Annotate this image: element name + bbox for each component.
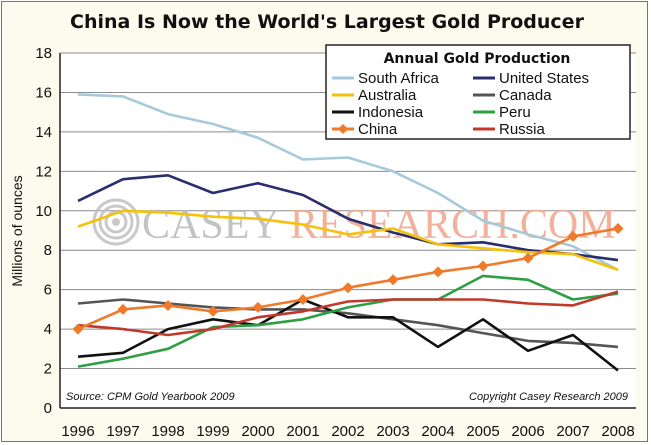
data-point xyxy=(567,230,579,242)
x-tick-label: 1997 xyxy=(106,423,139,440)
series-south-africa xyxy=(77,93,619,272)
watermark-text-research: RESEARCH.COM xyxy=(290,202,616,248)
y-tick-label: 16 xyxy=(35,84,52,101)
series-indonesia xyxy=(77,298,619,372)
data-point xyxy=(342,282,354,294)
data-point xyxy=(387,274,399,286)
data-point xyxy=(432,266,444,278)
series-line-peru xyxy=(77,274,619,368)
legend-title: Annual Gold Production xyxy=(384,51,571,67)
y-tick-label: 0 xyxy=(44,400,52,417)
legend-item-russia: Russia xyxy=(473,121,546,138)
y-tick-label: 18 xyxy=(35,45,52,62)
data-point xyxy=(72,323,84,335)
series-line-russia xyxy=(77,290,619,337)
legend-items: South Africa United States Australia Canada… xyxy=(332,70,589,138)
y-tick-label: 2 xyxy=(44,361,52,378)
legend-label: United States xyxy=(499,70,589,87)
y-axis-label: Millions of ounces xyxy=(9,175,25,286)
legend-item-indonesia: Indonesia xyxy=(332,104,424,121)
legend-label: Russia xyxy=(499,121,546,138)
data-point xyxy=(297,294,309,306)
series-line-united-states xyxy=(77,174,619,262)
x-tick-label: 2004 xyxy=(421,423,454,440)
x-tick-label: 2000 xyxy=(241,423,274,440)
copyright-note: Copyright Casey Research 2009 xyxy=(469,391,628,403)
x-tick-label: 2002 xyxy=(331,423,364,440)
y-tick-label: 4 xyxy=(44,321,52,338)
watermark-spiral-icon xyxy=(92,198,140,246)
x-tick-label: 1996 xyxy=(61,423,94,440)
series-layer xyxy=(72,93,624,372)
series-australia xyxy=(77,209,619,272)
y-tick-label: 14 xyxy=(35,124,52,141)
chart-title: China Is Now the World's Largest Gold Pr… xyxy=(70,11,585,33)
y-tick-label: 12 xyxy=(35,163,52,180)
x-tick-label: 2007 xyxy=(556,423,589,440)
legend-box xyxy=(325,44,631,140)
y-tick-label: 10 xyxy=(35,203,52,220)
y-tick-label: 8 xyxy=(44,242,52,259)
series-line-indonesia xyxy=(77,298,619,372)
legend-item-peru: Peru xyxy=(473,104,531,121)
series-peru xyxy=(77,274,619,368)
data-point xyxy=(162,299,174,311)
data-point xyxy=(252,301,264,313)
legend: Annual Gold Production South Africa Unite… xyxy=(325,44,631,140)
legend-item-south-africa: South Africa xyxy=(332,70,440,87)
legend-label: Australia xyxy=(358,87,417,104)
legend-label: Canada xyxy=(499,87,552,104)
data-point xyxy=(207,305,219,317)
legend-marker xyxy=(338,124,348,134)
y-tick-labels: 0 2 4 6 8 10 12 14 16 18 xyxy=(35,45,52,417)
series-russia xyxy=(77,290,619,337)
x-tick-label: 2005 xyxy=(466,423,499,440)
legend-item-united-states: United States xyxy=(473,70,589,87)
x-tick-label: 2003 xyxy=(376,423,409,440)
data-point xyxy=(477,260,489,272)
watermark-text-casey: CASEY xyxy=(142,202,280,248)
x-tick-labels: 1996 1997 1998 1999 2000 2001 2002 2003 2004 2005… xyxy=(61,423,634,440)
x-tick-label: 2006 xyxy=(511,423,544,440)
x-tick-label: 1998 xyxy=(151,423,184,440)
data-point xyxy=(117,303,129,315)
watermark: CASEY RESEARCH.COM xyxy=(92,198,616,248)
series-line-south-africa xyxy=(77,93,619,272)
legend-label: China xyxy=(358,121,398,138)
data-point xyxy=(612,223,624,235)
y-tick-label: 6 xyxy=(44,282,52,299)
series-china xyxy=(72,223,624,335)
source-note: Source: CPM Gold Yearbook 2009 xyxy=(66,391,235,403)
x-tick-label: 2001 xyxy=(286,423,319,440)
legend-label: South Africa xyxy=(358,70,440,87)
legend-item-china: China xyxy=(332,121,398,138)
x-tick-label: 1999 xyxy=(196,423,229,440)
series-line-australia xyxy=(77,209,619,272)
legend-item-canada: Canada xyxy=(473,87,552,104)
x-tick-label: 2008 xyxy=(601,423,634,440)
data-point xyxy=(522,252,534,264)
series-united-states xyxy=(77,174,619,262)
legend-label: Indonesia xyxy=(358,104,424,121)
legend-label: Peru xyxy=(499,104,531,121)
legend-item-australia: Australia xyxy=(332,87,417,104)
